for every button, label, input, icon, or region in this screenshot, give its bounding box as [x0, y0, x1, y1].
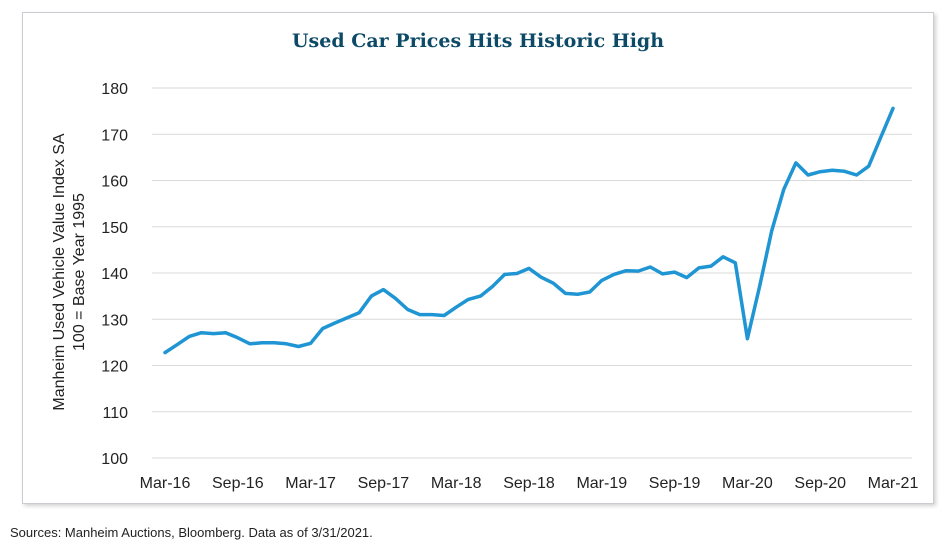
- x-tick-label: Mar-18: [431, 475, 482, 492]
- y-tick-label: 140: [101, 266, 128, 283]
- chart-title: Used Car Prices Hits Historic High: [291, 30, 665, 52]
- y-tick-label: 110: [102, 405, 128, 422]
- series-group: [163, 106, 895, 355]
- x-tick-label: Mar-20: [722, 475, 773, 492]
- y-tick-label: 130: [101, 312, 128, 329]
- x-tick-labels: Mar-16 Sep-16 Mar-17 Sep-17 Mar-18 Sep-18 Mar-…: [140, 475, 919, 492]
- y-tick-label: 150: [101, 220, 128, 237]
- y-tick-label: 100: [101, 451, 128, 468]
- x-tick-label: Mar-16: [140, 475, 191, 492]
- series-line: [163, 106, 895, 355]
- y-tick-label: 160: [101, 174, 128, 191]
- gridlines: [152, 87, 912, 459]
- y-tick-label: 120: [101, 359, 128, 376]
- x-tick-label: Sep-19: [649, 475, 701, 492]
- x-tick-label: Sep-16: [212, 475, 264, 492]
- y-tick-labels: 100 110 120 130 140 150 160 170 180: [101, 81, 128, 468]
- x-tick-label: Mar-19: [576, 475, 627, 492]
- y-tick-label: 180: [101, 81, 128, 98]
- source-note: Sources: Manheim Auctions, Bloomberg. Da…: [10, 525, 373, 540]
- x-tick-label: Sep-20: [794, 475, 846, 492]
- x-tick-label: Mar-21: [868, 475, 919, 492]
- x-tick-label: Sep-17: [358, 475, 410, 492]
- y-tick-label: 170: [101, 127, 128, 144]
- x-tick-label: Mar-17: [285, 475, 336, 492]
- chart-frame: [22, 12, 934, 504]
- x-tick-label: Sep-18: [503, 475, 555, 492]
